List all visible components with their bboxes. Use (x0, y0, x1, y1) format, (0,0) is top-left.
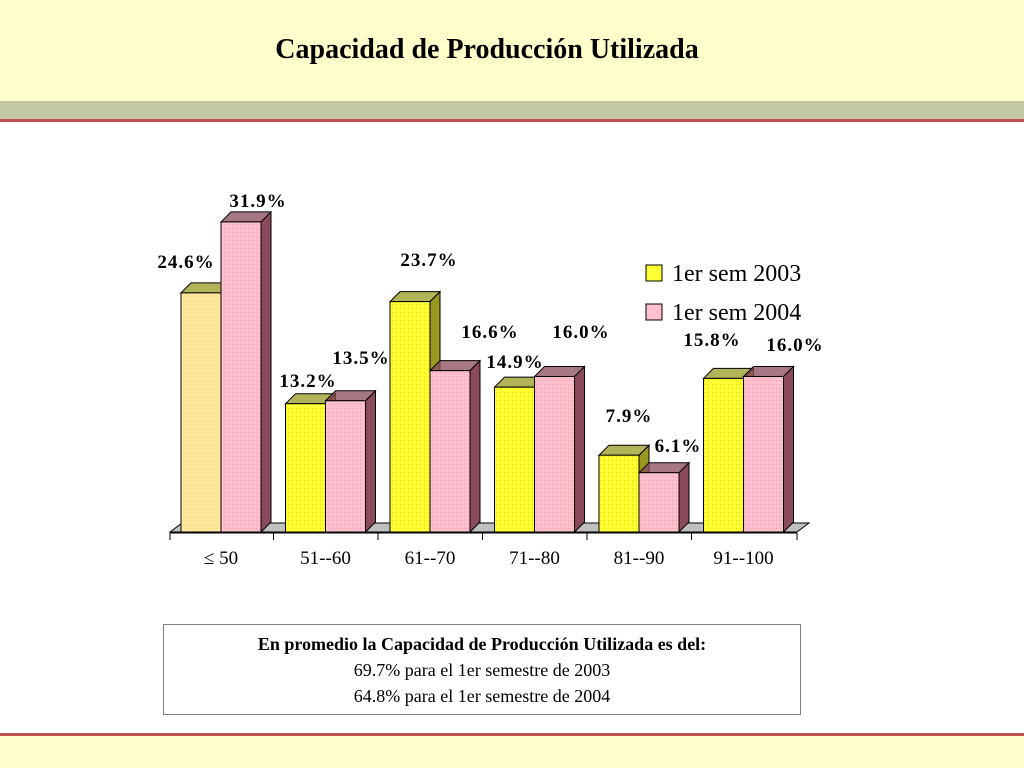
bar-2004-4-front (638, 472, 680, 533)
bar-2004-3 (533, 365, 586, 534)
data-label-2003: 14.9% (486, 352, 543, 373)
data-label-2004: 16.0% (552, 322, 609, 343)
x-tick-label: 51--60 (300, 548, 351, 569)
bar-2003-0-front (180, 292, 222, 533)
footer-band (0, 736, 1024, 768)
bar-2004-4-side (678, 461, 690, 534)
legend-2003-label: 1er sem 2003 (672, 261, 801, 287)
bar-2004-5-front (743, 375, 784, 533)
x-tick-label: 81--90 (614, 548, 665, 569)
x-tick-label: 91--100 (713, 548, 773, 569)
x-tick-label: 71--80 (509, 548, 560, 569)
legend-2004-swatch (645, 303, 663, 321)
bar-2003-3-front (494, 386, 535, 533)
data-label-2004: 13.5% (332, 348, 389, 369)
data-label-2004: 16.6% (461, 322, 518, 343)
bar-2004-3-side (574, 365, 585, 534)
bar-2004-5-side (783, 365, 794, 534)
summary-line-3: 64.8% para el 1er semestre de 2004 (353, 686, 611, 706)
bar-2004-3-front (534, 375, 575, 533)
data-label-2003: 13.2% (279, 371, 336, 392)
bar-2004-2-front (429, 370, 471, 533)
summary-note: En promedio la Capacidad de Producción U… (163, 624, 801, 715)
bar-2004-0 (219, 210, 273, 534)
bar-2003-1-front (285, 403, 326, 533)
x-tick-label: ≤ 50 (204, 548, 238, 569)
x-tick-label: 61--70 (405, 548, 456, 569)
bar-chart: ≤ 50 51--60 61--70 71--80 81--90 91--100 24.6%… (157, 191, 823, 569)
bar-2004-0-side (260, 210, 272, 534)
summary-line-1: En promedio la Capacidad de Producción U… (257, 634, 707, 654)
data-label-2003: 23.7% (400, 250, 457, 271)
header-divider (0, 101, 1024, 119)
legend-2003-swatch (645, 264, 663, 282)
data-label-2003: 15.8% (683, 330, 740, 351)
bar-2003-5-front (703, 377, 744, 533)
footer-accent-line (0, 733, 1024, 736)
bar-2004-5 (742, 365, 795, 534)
bar-2003-4-front (598, 454, 640, 533)
data-label-2004: 16.0% (766, 335, 823, 356)
header-band (0, 0, 1024, 101)
data-label-2004: 6.1% (655, 436, 702, 457)
summary-line-2: 69.7% para el 1er semestre de 2003 (353, 660, 611, 680)
header-accent-line (0, 119, 1024, 122)
bar-2003-2-front (389, 301, 431, 533)
data-label-2003: 24.6% (157, 252, 214, 273)
bar-2004-1-side (365, 389, 376, 534)
bar-2004-0-front (220, 221, 262, 533)
bar-2004-2 (428, 359, 482, 534)
page-title: Capacidad de Producción Utilizada (275, 34, 699, 65)
legend-2004-label: 1er sem 2004 (672, 300, 801, 326)
bar-2004-1-front (325, 400, 366, 533)
data-label-2004: 31.9% (229, 191, 286, 212)
bar-2004-1 (324, 389, 377, 534)
bar-2004-2-side (469, 359, 481, 534)
data-label-2003: 7.9% (606, 406, 653, 427)
bar-2004-4 (637, 461, 691, 534)
